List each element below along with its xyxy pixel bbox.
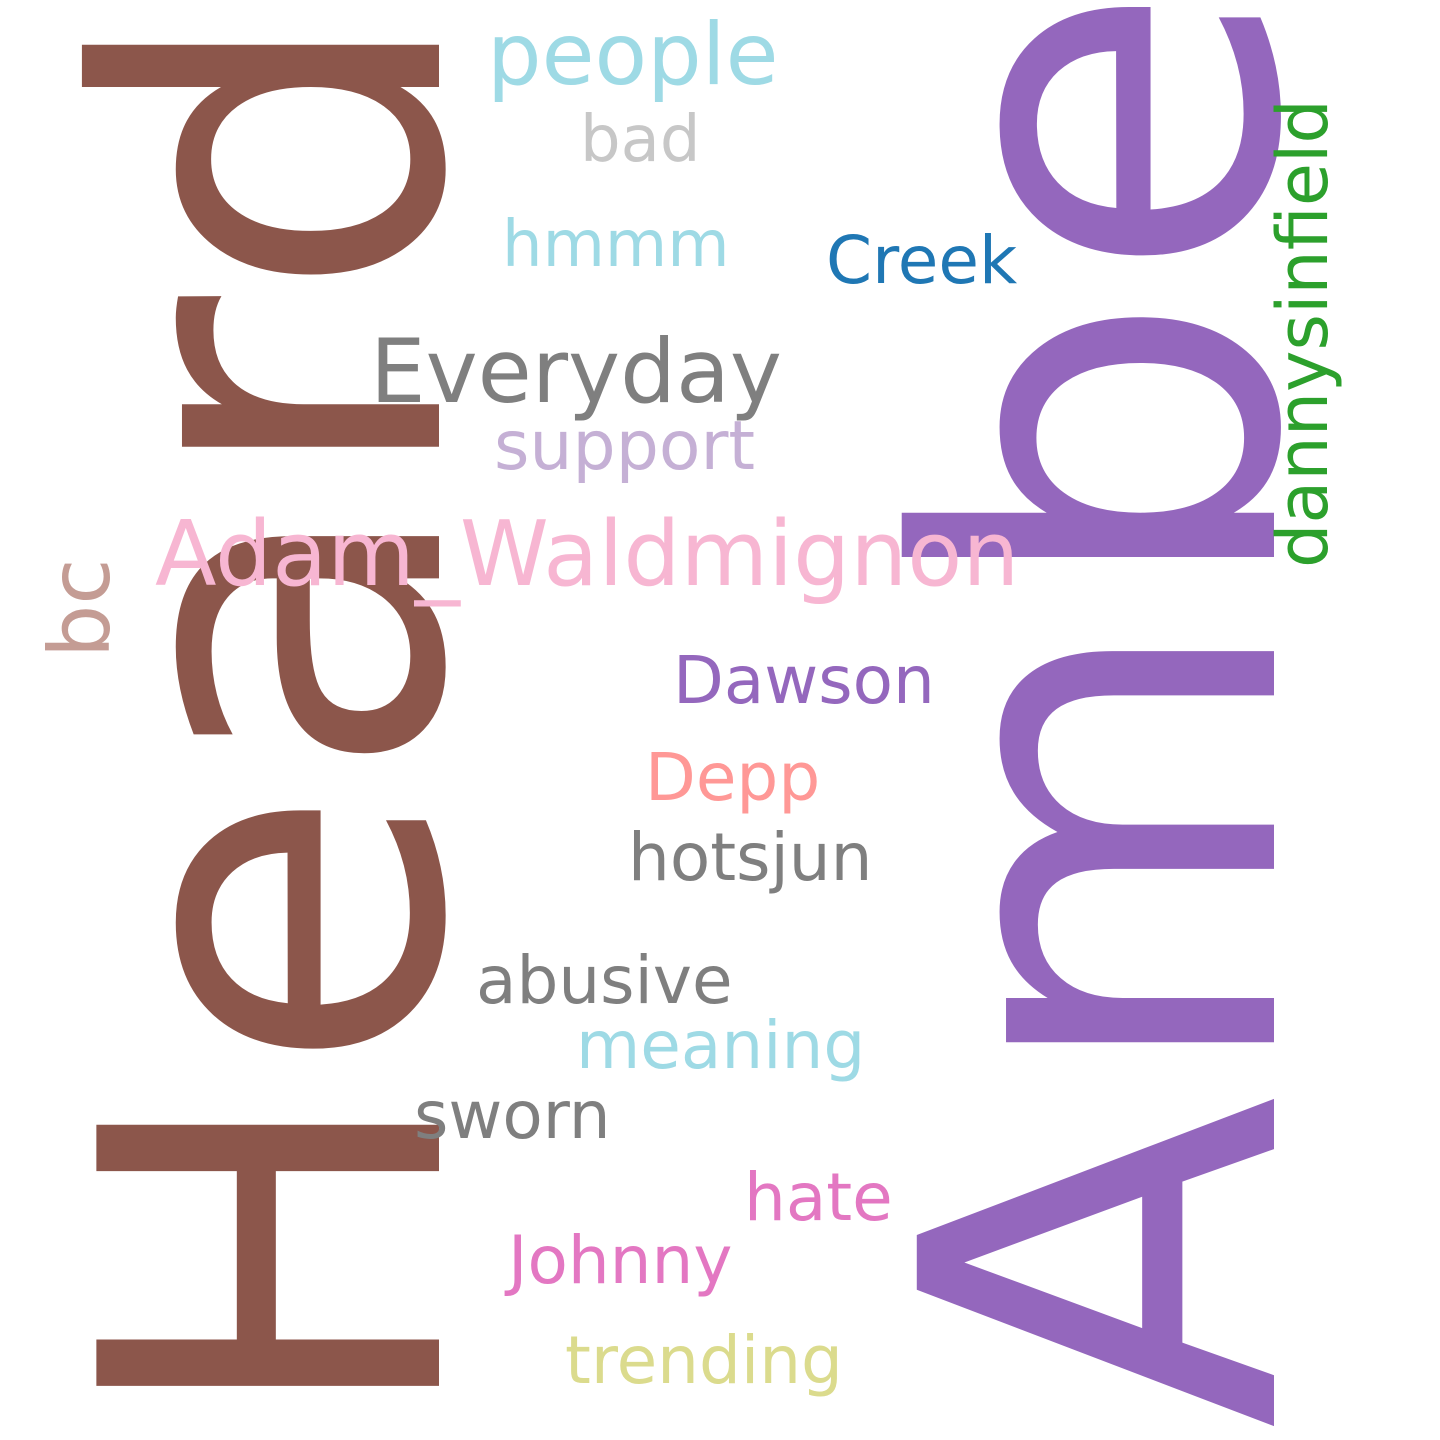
word-meaning: meaning xyxy=(576,1007,866,1084)
word-dannysinfield: dannysinfield xyxy=(1262,99,1344,568)
word-adam-waldmignon: Adam_Waldmignon xyxy=(155,502,1020,607)
word-people: people xyxy=(487,5,779,105)
word-heard: Heard xyxy=(3,0,550,1432)
word-depp: Depp xyxy=(645,739,821,816)
word-bc: bc xyxy=(31,558,129,658)
word-abusive: abusive xyxy=(476,942,733,1019)
word-bad: bad xyxy=(580,103,701,177)
word-dawson: Dawson xyxy=(673,642,935,719)
word-creek: Creek xyxy=(826,222,1018,299)
word-hotsjun: hotsjun xyxy=(628,819,873,896)
word-trending: trending xyxy=(565,1322,843,1399)
word-hate: hate xyxy=(744,1159,893,1236)
word-johnny: Johnny xyxy=(508,1222,733,1299)
word-everyday: Everyday xyxy=(370,320,782,423)
word-hmmm: hmmm xyxy=(502,208,730,282)
word-support: support xyxy=(494,407,756,486)
word-sworn: sworn xyxy=(414,1077,611,1154)
